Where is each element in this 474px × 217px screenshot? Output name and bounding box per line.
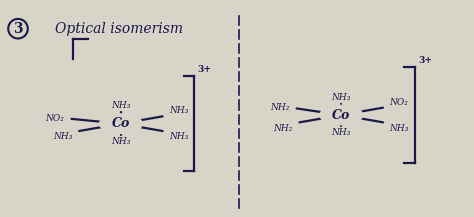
Text: NH₃: NH₃ — [53, 132, 73, 141]
Text: NH₃: NH₃ — [169, 106, 189, 115]
Text: 3+: 3+ — [418, 56, 432, 65]
Text: NH₂: NH₂ — [273, 123, 293, 133]
Text: NO₂: NO₂ — [390, 97, 409, 107]
Text: Co: Co — [112, 117, 130, 130]
Text: NH₂: NH₂ — [270, 103, 290, 112]
Text: NH₃: NH₃ — [111, 137, 130, 146]
Text: NH₃: NH₃ — [390, 123, 409, 133]
Text: NO₂: NO₂ — [45, 114, 64, 123]
Circle shape — [100, 114, 142, 133]
Text: Optical isomerism: Optical isomerism — [55, 22, 182, 36]
Circle shape — [320, 105, 363, 125]
Text: 3+: 3+ — [198, 65, 212, 74]
Text: NH₃: NH₃ — [332, 93, 351, 102]
Text: Co: Co — [332, 108, 350, 122]
Text: NH₃: NH₃ — [169, 132, 189, 141]
Text: NH₃: NH₃ — [111, 102, 130, 110]
Text: NH₃: NH₃ — [332, 128, 351, 137]
Text: 3: 3 — [13, 22, 23, 36]
